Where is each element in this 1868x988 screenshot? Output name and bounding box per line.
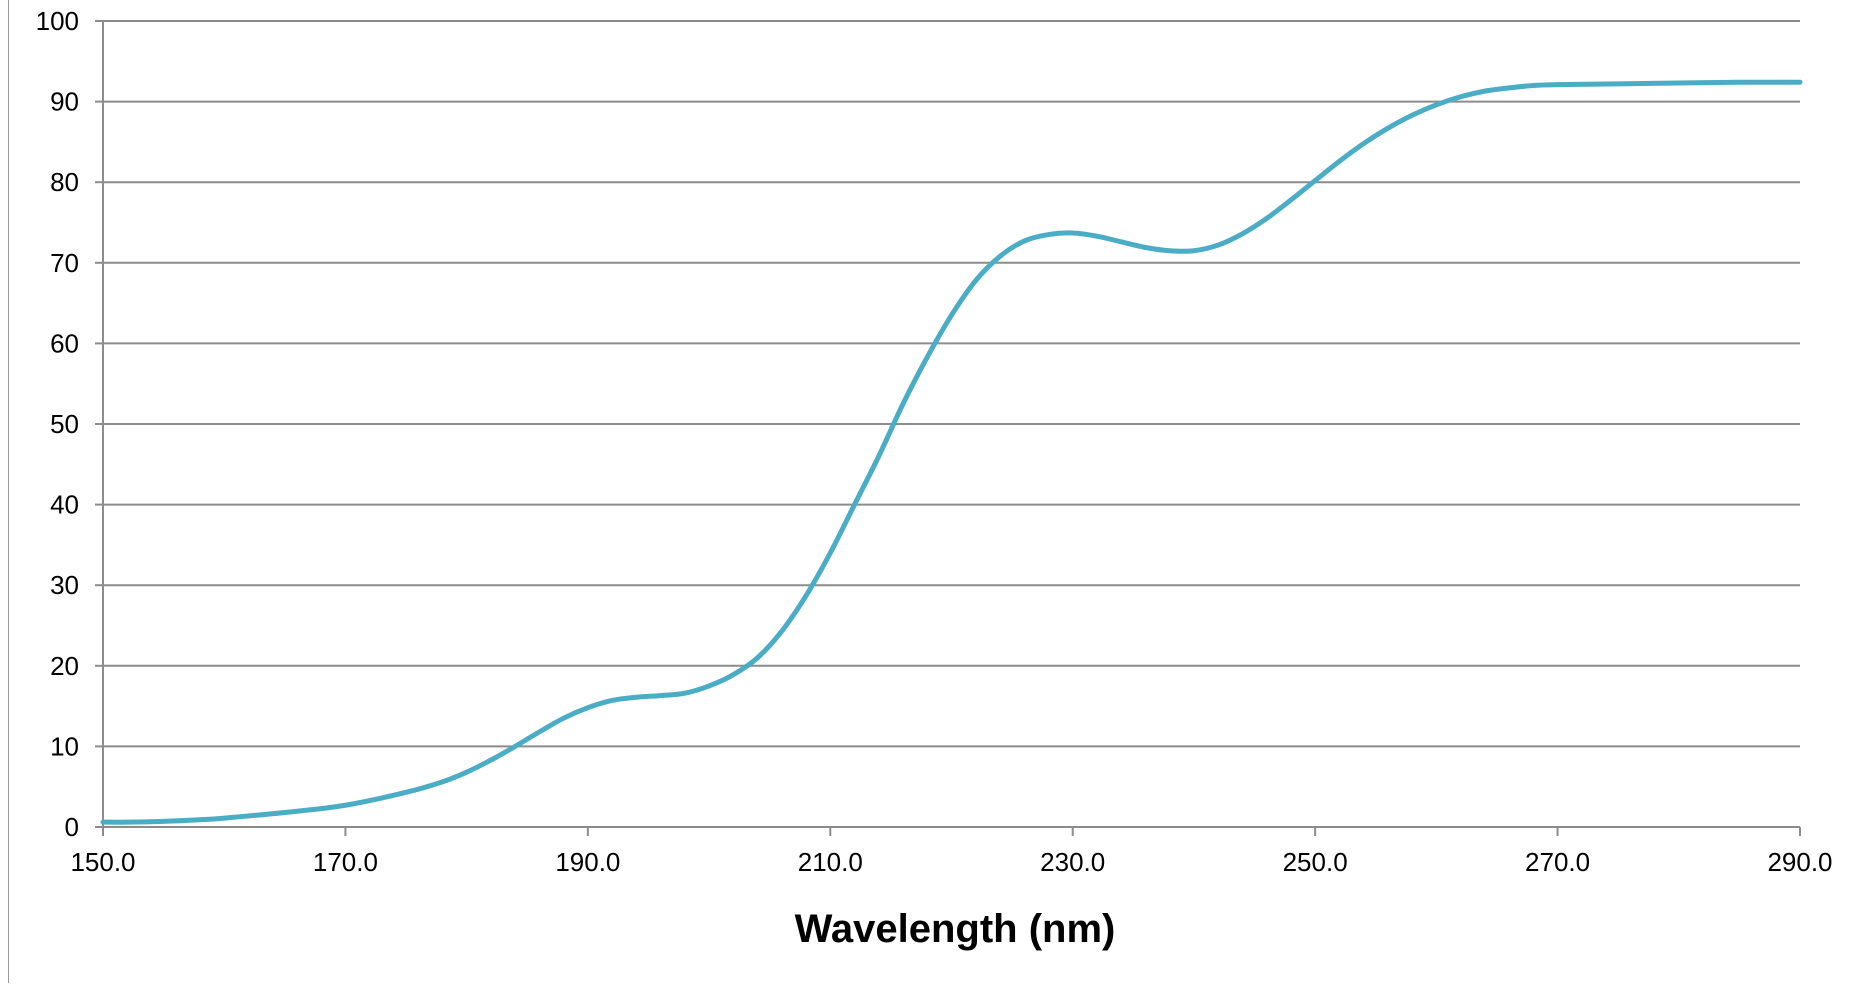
series-line-0 bbox=[100, 79, 1803, 825]
y-tick-label: 90 bbox=[50, 87, 79, 117]
y-tick-label: 60 bbox=[50, 328, 79, 358]
x-tick-label: 210.0 bbox=[798, 847, 863, 877]
gridlines bbox=[103, 20, 1800, 748]
y-tick-label: 70 bbox=[50, 248, 79, 278]
x-tick-label: 150.0 bbox=[70, 847, 135, 877]
y-tick-label: 0 bbox=[65, 812, 79, 842]
x-axis-title: Wavelength (nm) bbox=[795, 907, 1116, 951]
tick-labels: 0 10 20 30 40 50 60 70 80 90 100 150.0 170.0 190.0 210… bbox=[36, 6, 1833, 877]
y-tick-label: 10 bbox=[50, 731, 79, 761]
x-tick-label: 230.0 bbox=[1040, 847, 1105, 877]
y-tick-label: 50 bbox=[50, 409, 79, 439]
chart-frame-border bbox=[8, 0, 9, 983]
y-tick-label: 30 bbox=[50, 570, 79, 600]
x-tick-label: 250.0 bbox=[1283, 847, 1348, 877]
x-tick-label: 170.0 bbox=[313, 847, 378, 877]
y-tick-label: 20 bbox=[50, 651, 79, 681]
x-tick-label: 190.0 bbox=[555, 847, 620, 877]
x-tick-label: 290.0 bbox=[1767, 847, 1832, 877]
y-tick-label: 80 bbox=[50, 167, 79, 197]
y-tick-label: 40 bbox=[50, 490, 79, 520]
x-tick-label: 270.0 bbox=[1525, 847, 1590, 877]
axes bbox=[95, 20, 1801, 836]
y-tick-label: 100 bbox=[36, 6, 79, 36]
series-layer bbox=[100, 79, 1803, 825]
